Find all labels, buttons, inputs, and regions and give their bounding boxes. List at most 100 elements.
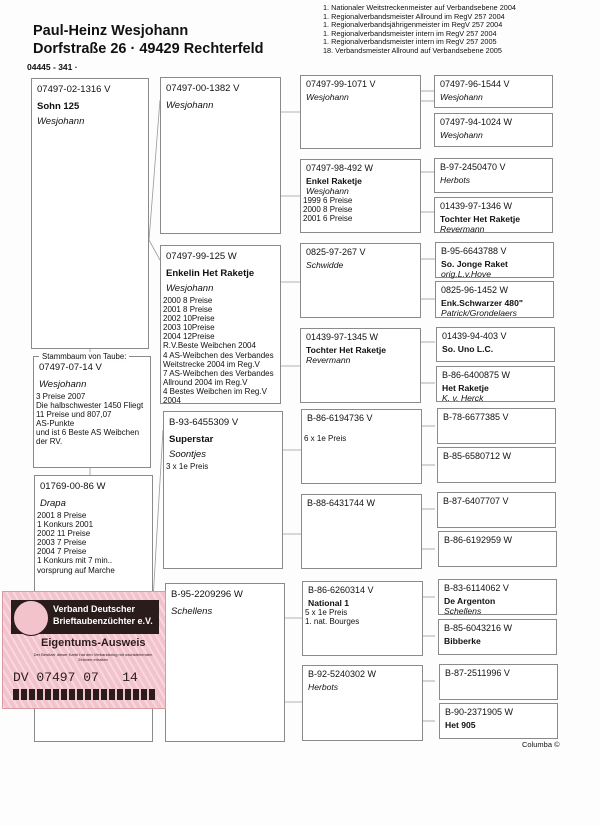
breeder-name: Wesjohann <box>39 379 87 390</box>
achievement-note: 2002 11 Preise <box>37 529 91 539</box>
breeder-name: Schellens <box>444 606 482 616</box>
pigeon-box: B-97-2450470 V Herbots <box>434 158 553 193</box>
breeder-name: Soontjes <box>169 449 206 460</box>
ring-number: 07497-07-14 V <box>39 362 102 373</box>
pigeon-box: 07497-99-1071 V Wesjohann <box>300 75 421 149</box>
ring-number: B-87-6407707 V <box>443 496 509 506</box>
ring-number: 01439-94-403 V <box>442 331 507 341</box>
pigeon-box: 01439-97-1345 W Tochter Het Raketje Reverm… <box>300 328 421 403</box>
breeder-name: Revermann <box>306 355 351 365</box>
ring-number: 0825-96-1452 W <box>441 285 509 295</box>
pigeon-box: B-92-5240302 W Herbots <box>302 665 423 741</box>
pigeon-name: Superstar <box>169 434 214 445</box>
achievement-note: Weitstrecke 2004 im Reg.V <box>163 359 260 369</box>
ring-number: 01769-00-86 W <box>40 481 106 492</box>
card-org: Verband Deutscher Brieftaubenzüchter e.V… <box>53 604 153 626</box>
pigeon-name: Het Raketje <box>442 383 489 393</box>
pigeon-box: 07497-00-1382 V Wesjohann <box>160 77 281 234</box>
achievement: 18. Verbandsmeister Allround auf Verband… <box>323 45 502 55</box>
pigeon-box: B-95-6643788 V So. Jonge Raket orig.L.v.Ho… <box>435 242 554 279</box>
connector-line <box>148 239 161 261</box>
breeder-name: Wesjohann <box>440 92 483 102</box>
ring-number: B-86-6194736 V <box>307 413 373 423</box>
stammbaum-label: Stammbaum von Taube: <box>39 352 130 361</box>
pigeon-box: B-83-6114062 V De Argenton Schellens <box>438 579 557 616</box>
pigeon-box: B-86-6194736 V 6 x 1e Preis <box>301 409 422 484</box>
ring-number: 01439-97-1345 W <box>306 332 379 342</box>
achievement-note: 2001 8 Preise <box>37 511 87 520</box>
breeder-name: Wesjohann <box>306 186 349 196</box>
breeder-name: Revermann <box>440 224 485 234</box>
pigeon-box: 01439-94-403 V So. Uno L.C. <box>436 327 555 362</box>
achievement-note: Die halbschwester 1450 Fliegt <box>36 401 144 411</box>
pigeon-name: Bibberke <box>444 636 481 646</box>
ring-number: B-88-6431744 W <box>307 498 376 508</box>
pigeon-box: 07497-07-14 V Wesjohann 3 Preise 2007 Die h… <box>33 356 151 468</box>
ring-number: B-95-6643788 V <box>441 246 507 256</box>
achievement-note: 4 Bestes Weibchen im Reg.V <box>163 386 267 396</box>
pigeon-name: So. Jonge Raket <box>441 259 508 269</box>
pigeon-box: B-87-6407707 V <box>437 492 556 528</box>
pigeon-box: 01439-97-1346 W Tochter Het Raketje Reverm… <box>434 197 553 234</box>
achievement-note: 1 Konkurs 2001 <box>37 520 94 530</box>
pigeon-box: 07497-94-1024 W Wesjohann <box>434 113 553 147</box>
breeder-name: Wesjohann <box>166 100 214 111</box>
dove-logo-icon <box>13 600 49 636</box>
ring-number: 07497-99-125 W <box>166 251 237 262</box>
pigeon-box: B-87-2511996 V <box>439 664 558 700</box>
achievement-note: 2000 8 Preise <box>163 296 213 305</box>
achievement-note: R.V.Beste Weibchen 2004 <box>163 341 256 351</box>
ring-number: 01439-97-1346 W <box>440 201 513 211</box>
card-document-title: Eigentums-Ausweis <box>41 637 146 649</box>
ring-number: B-85-6043216 W <box>444 623 513 633</box>
pigeon-name: Enkel Raketje <box>306 176 362 186</box>
ring-number: B-95-2209296 W <box>171 589 243 600</box>
breeder-name: Wesjohann <box>37 116 85 127</box>
breeder-name: Wesjohann <box>306 92 349 102</box>
ring-number: B-83-6114062 V <box>444 583 509 593</box>
achievement-note: 5 x 1e Preis <box>305 608 348 617</box>
pigeon-box: 07497-96-1544 V Wesjohann <box>434 75 553 108</box>
achievement-note: 4 AS-Weibchen des Verbandes <box>163 350 274 360</box>
ring-number: 07497-96-1544 V <box>440 79 510 89</box>
pigeon-name: Tochter Het Raketje <box>440 214 521 224</box>
pigeon-box: 0825-96-1452 W Enk.Schwarzer 480" Patrick/… <box>435 281 554 318</box>
pigeon-box: 07497-02-1316 V Sohn 125 Wesjohann <box>31 78 149 349</box>
ring-number: B-86-6260314 V <box>308 585 374 595</box>
connector-line <box>148 99 161 241</box>
achievement: 1. Nationaler Weitstreckenmeister auf Ve… <box>323 3 516 12</box>
footer-credit: Columba © <box>522 740 560 749</box>
achievement-note: 2001 6 Preise <box>303 214 353 224</box>
achievement-note: 2000 8 Preise <box>303 205 353 215</box>
pigeon-name: So. Uno L.C. <box>442 344 494 354</box>
ring-number: B-92-5240302 W <box>308 669 377 679</box>
breeder-name: K. v. Herck <box>442 393 484 403</box>
breeder-name: Wesjohann <box>166 283 214 294</box>
pigeon-box: B-90-2371905 W Het 905 <box>439 703 558 739</box>
pigeon-box: 0825-97-267 V Schwidde <box>300 243 421 318</box>
pigeon-box: B-85-6580712 W <box>437 447 556 483</box>
breeder-name: Schwidde <box>306 260 344 270</box>
ring-number: 07497-99-1071 V <box>306 79 376 89</box>
card-small-text: Der Besitzer dieser Karte hat den Verban… <box>33 652 153 662</box>
ring-number: B-90-2371905 W <box>445 707 514 717</box>
pigeon-box: B-78-6677385 V <box>437 408 556 444</box>
owner-address: Dorfstraße 26 · 49429 Rechterfeld <box>33 41 264 57</box>
pigeon-name: National 1 <box>308 598 350 608</box>
card-pattern-band <box>13 689 157 700</box>
breeder-name: orig.L.v.Hove <box>441 269 491 279</box>
achievement-note: 2003 10Preise <box>163 323 215 333</box>
ring-number: B-78-6677385 V <box>443 412 509 422</box>
breeder-name: Drapa <box>40 498 66 509</box>
pigeon-box: B-88-6431744 W <box>301 494 422 569</box>
achievement: 1. Regionalverbandsmeister Allround im R… <box>323 11 505 21</box>
pigeon-name: Enk.Schwarzer 480" <box>441 298 523 308</box>
pigeon-name: Sohn 125 <box>37 101 80 112</box>
achievement-note: Allround 2004 im Reg.V <box>163 377 248 387</box>
achievement-note: der RV. <box>36 437 63 447</box>
achievement: 1. Regionalverbandsjährigenmeister im Re… <box>323 20 503 30</box>
pigeon-box: B-93-6455309 V Superstar Soontjes 3 x 1e Pr… <box>163 411 283 569</box>
